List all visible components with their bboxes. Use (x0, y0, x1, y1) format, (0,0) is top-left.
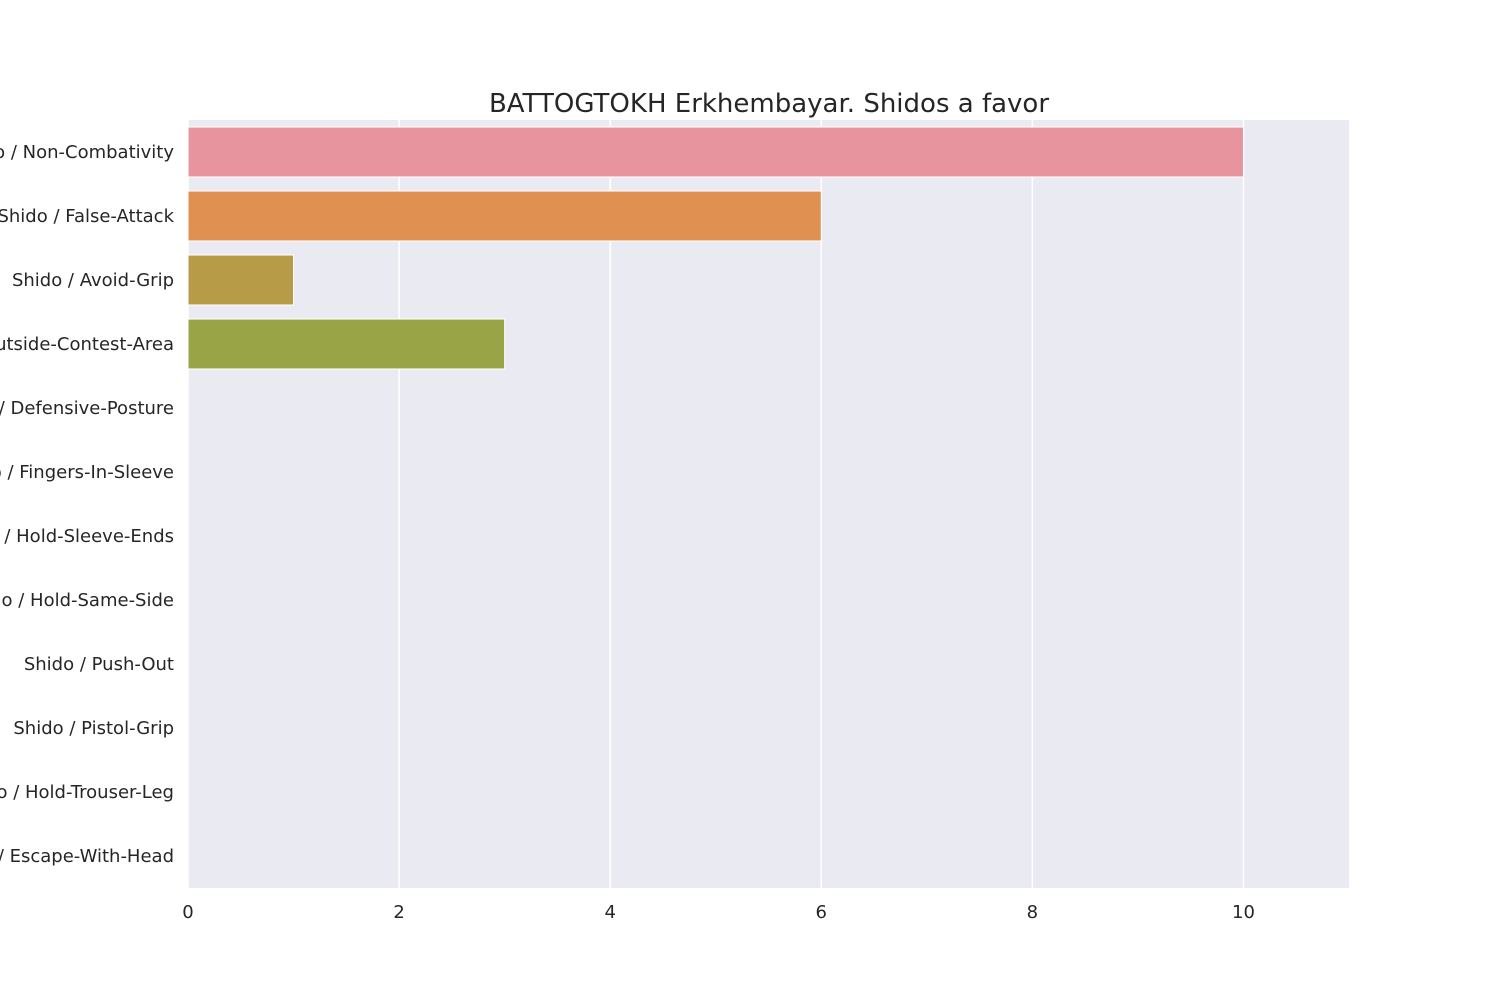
x-tick-label-2: 4 (604, 902, 615, 923)
y-tick-label-10: Shido / Hold-Trouser-Leg (0, 782, 174, 803)
x-tick-label-5: 10 (1232, 902, 1255, 923)
y-axis-tick-labels: Shido / Non-Combativity Shido / False-Att… (0, 142, 175, 867)
bar-3 (188, 319, 505, 369)
x-tick-label-3: 6 (816, 902, 827, 923)
y-tick-label-9: Shido / Pistol-Grip (13, 718, 174, 739)
bar-0 (188, 127, 1243, 177)
x-tick-label-1: 2 (393, 902, 404, 923)
y-tick-label-4: Shido / Defensive-Posture (0, 398, 174, 419)
y-tick-label-3: Shido / Outside-Contest-Area (0, 334, 174, 355)
x-tick-label-0: 0 (182, 902, 193, 923)
y-tick-label-8: Shido / Push-Out (24, 654, 174, 675)
chart-title: BATTOGTOKH Erkhembayar. Shidos a favor (489, 89, 1049, 119)
x-tick-label-4: 8 (1027, 902, 1038, 923)
y-tick-label-7: Shido / Hold-Same-Side (0, 590, 174, 611)
y-tick-label-2: Shido / Avoid-Grip (12, 270, 174, 291)
x-axis-tick-labels: 0 2 4 6 8 10 (182, 902, 1255, 923)
y-tick-label-1: Shido / False-Attack (0, 206, 175, 227)
bar-1 (188, 191, 821, 241)
y-tick-label-11: Shido / Escape-With-Head (0, 846, 174, 867)
y-tick-label-0: Shido / Non-Combativity (0, 142, 174, 163)
bar-2 (188, 255, 294, 305)
y-tick-label-5: Shido / Fingers-In-Sleeve (0, 462, 174, 483)
y-tick-label-6: Shido / Hold-Sleeve-Ends (0, 526, 174, 547)
